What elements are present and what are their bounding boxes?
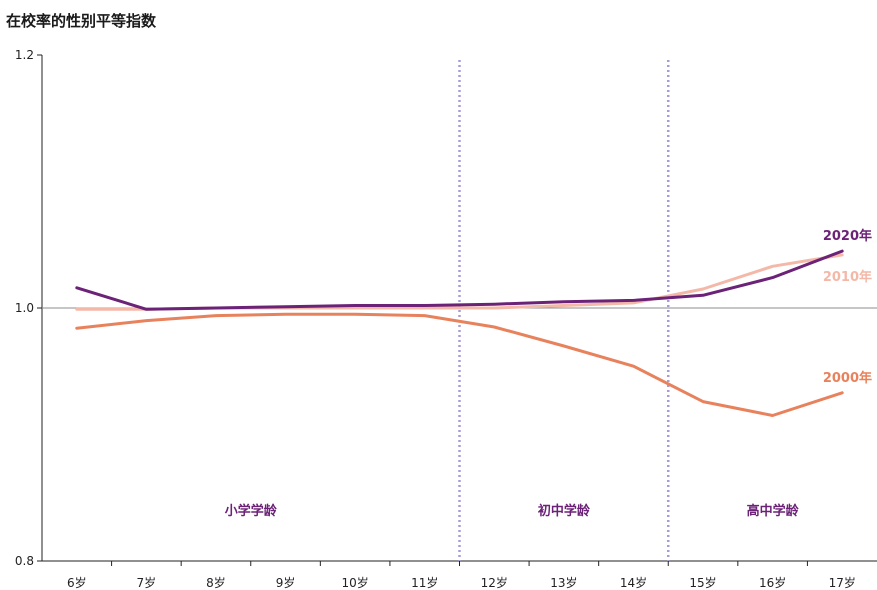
x-tick-label: 13岁 [550, 575, 577, 590]
series-line-2000 [75, 312, 844, 417]
y-tick-label: 1.0 [15, 301, 34, 315]
series-label-2020: 2020年 [823, 228, 872, 244]
region-label: 初中学龄 [538, 503, 591, 519]
region-label: 小学学龄 [225, 503, 278, 519]
chart-title: 在校率的性别平等指数 [6, 12, 157, 30]
y-tick-label: 1.2 [15, 48, 34, 62]
x-tick-label: 7岁 [137, 575, 157, 590]
x-tick-label: 9岁 [276, 575, 296, 590]
x-tick-label: 8岁 [206, 575, 226, 590]
x-tick-label: 17岁 [829, 575, 856, 590]
series-label-2000: 2000年 [823, 370, 872, 386]
x-tick-label: 6岁 [67, 575, 87, 590]
region-label: 高中学龄 [747, 503, 800, 519]
series-label-2010: 2010年 [823, 269, 872, 285]
x-tick-label: 15岁 [689, 575, 716, 590]
x-tick-label: 10岁 [341, 575, 368, 590]
x-tick-label: 11岁 [411, 575, 438, 590]
x-tick-label: 14岁 [620, 575, 647, 590]
x-tick-label: 12岁 [481, 575, 508, 590]
x-tick-label: 16岁 [759, 575, 786, 590]
y-tick-label: 0.8 [15, 554, 34, 568]
series-line-2020 [75, 249, 844, 311]
